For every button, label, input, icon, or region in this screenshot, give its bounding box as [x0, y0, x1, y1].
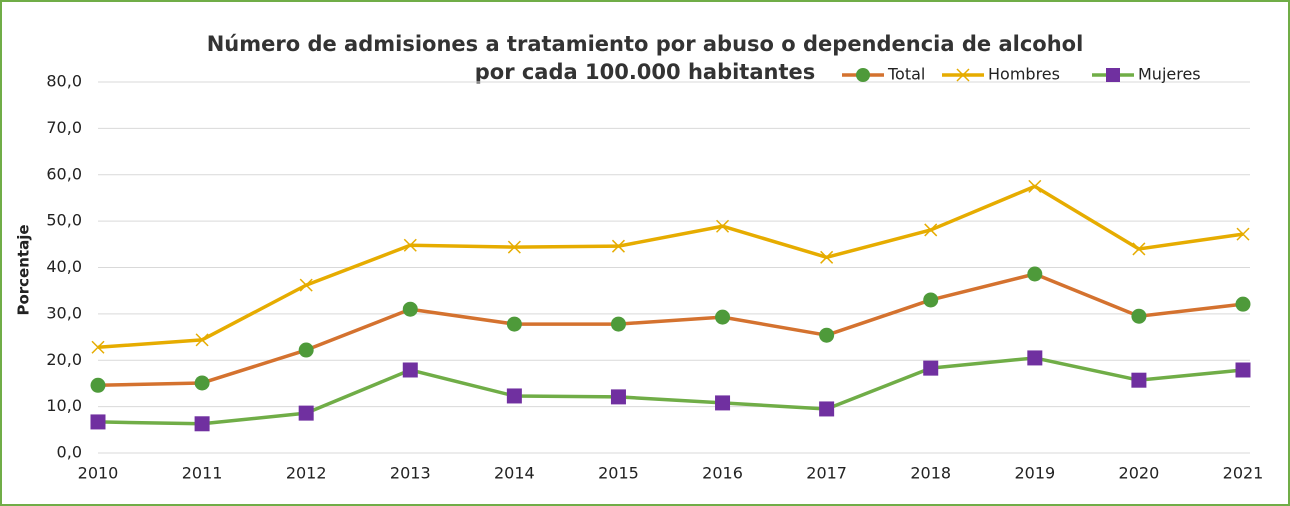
marker: [923, 360, 939, 376]
x-tick-label: 2010: [78, 464, 119, 483]
x-tick-label: 2013: [390, 464, 431, 483]
marker: [507, 240, 521, 254]
marker: [819, 327, 835, 343]
marker: [611, 239, 625, 253]
x-tick-label: 2020: [1119, 464, 1160, 483]
x-tick-label: 2012: [286, 464, 327, 483]
marker: [1027, 266, 1043, 282]
x-tick-label: 2017: [806, 464, 847, 483]
marker: [1235, 362, 1251, 378]
marker: [506, 388, 522, 404]
marker: [820, 250, 834, 264]
series-line: [97, 272, 1244, 388]
y-tick-label: 0,0: [57, 443, 82, 462]
x-tick-label: 2011: [182, 464, 223, 483]
chart-subtitle: por cada 100.000 habitantes: [475, 60, 816, 84]
chart-title: Número de admisiones a tratamiento por a…: [207, 32, 1084, 56]
marker: [194, 416, 210, 432]
marker: [506, 316, 522, 332]
y-tick-label: 70,0: [46, 118, 82, 137]
marker: [610, 316, 626, 332]
marker: [956, 68, 970, 82]
marker: [715, 395, 731, 411]
x-tick-label: 2016: [702, 464, 743, 483]
marker: [1132, 242, 1146, 256]
marker: [716, 219, 730, 233]
x-tick-label: 2018: [910, 464, 951, 483]
marker: [298, 405, 314, 421]
marker: [715, 309, 731, 325]
y-tick-label: 20,0: [46, 350, 82, 369]
y-tick-label: 80,0: [46, 72, 82, 91]
x-tick-label: 2014: [494, 464, 535, 483]
legend-label: Mujeres: [1138, 65, 1201, 84]
series-line: [97, 356, 1244, 426]
marker: [402, 362, 418, 378]
marker: [1106, 68, 1120, 82]
y-tick-label: 60,0: [46, 164, 82, 183]
marker: [1028, 179, 1042, 193]
marker: [856, 68, 870, 82]
marker: [923, 292, 939, 308]
series-line: [97, 184, 1244, 350]
marker: [91, 340, 105, 354]
marker: [403, 238, 417, 252]
marker: [1131, 308, 1147, 324]
legend-label: Hombres: [988, 65, 1060, 84]
x-tick-label: 2021: [1223, 464, 1264, 483]
marker: [402, 301, 418, 317]
y-axis-label: Porcentaje: [15, 224, 33, 315]
y-tick-label: 10,0: [46, 396, 82, 415]
marker: [194, 375, 210, 391]
marker: [298, 342, 314, 358]
marker: [819, 401, 835, 417]
marker: [1236, 227, 1250, 241]
x-tick-label: 2019: [1014, 464, 1055, 483]
marker: [90, 377, 106, 393]
y-tick-label: 40,0: [46, 257, 82, 276]
marker: [610, 389, 626, 405]
marker: [299, 278, 313, 292]
y-tick-label: 30,0: [46, 303, 82, 322]
marker: [195, 333, 209, 347]
marker: [924, 223, 938, 237]
marker: [1235, 296, 1251, 312]
y-tick-label: 50,0: [46, 211, 82, 230]
x-tick-label: 2015: [598, 464, 639, 483]
marker: [1027, 350, 1043, 366]
legend-label: Total: [887, 65, 925, 84]
marker: [1131, 372, 1147, 388]
marker: [90, 414, 106, 430]
